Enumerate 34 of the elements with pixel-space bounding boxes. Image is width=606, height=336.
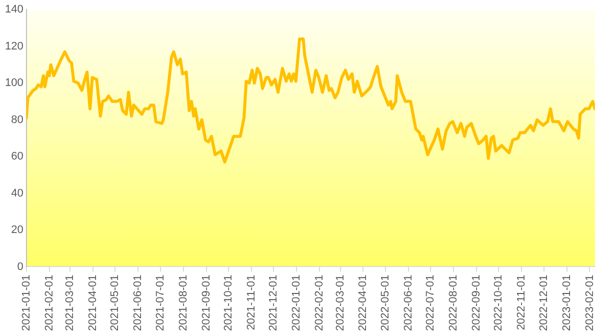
- x-tick-label: 2023-02-01: [584, 274, 596, 332]
- x-tick-label: 2022-07-01: [424, 274, 437, 332]
- x-tick-label: 2021-04-01: [87, 274, 100, 332]
- x-tick-label: 2022-10-01: [492, 274, 505, 332]
- y-tick-label: 60: [11, 150, 24, 163]
- x-tick-label: 2021-09-01: [200, 274, 212, 332]
- y-tick-label: 140: [4, 4, 24, 16]
- x-tick-label: 2021-02-01: [43, 274, 56, 332]
- x-tick-label: 2022-08-01: [448, 274, 460, 332]
- x-tick-label: 2021-11-01: [245, 274, 258, 330]
- x-tick-label: 2021-05-01: [109, 274, 122, 332]
- y-tick-label: 0: [17, 260, 24, 273]
- x-tick-label: 2022-06-01: [402, 274, 414, 332]
- x-tick-label: 2022-02-01: [314, 274, 326, 332]
- x-tick-label: 2022-09-01: [470, 274, 483, 332]
- y-tick-label: 100: [4, 77, 24, 90]
- x-tick-label: 2022-12-01: [538, 274, 550, 332]
- x-tick-label: 2022-04-01: [357, 274, 370, 332]
- x-tick-label: 2021-10-01: [222, 274, 234, 332]
- x-tick-label: 2021-07-01: [154, 274, 166, 332]
- x-tick-label: 2023-01-01: [560, 274, 573, 332]
- x-tick-label: 2021-08-01: [177, 274, 190, 332]
- x-tick-label: 2021-01-01: [20, 274, 32, 332]
- x-tick-label: 2021-03-01: [64, 274, 76, 332]
- x-tick-label: 2021-06-01: [132, 274, 144, 332]
- x-tick-label: 2022-03-01: [334, 274, 346, 332]
- y-tick-label: 40: [11, 187, 24, 200]
- x-tick-label: 2022-05-01: [379, 274, 392, 332]
- x-tick-label: 2021-12-01: [268, 274, 280, 332]
- x-tick-label: 2022-11-01: [516, 274, 528, 330]
- x-tick-label: 2022-01-01: [290, 274, 303, 332]
- y-tick-label: 120: [4, 40, 24, 52]
- y-tick-label: 20: [11, 224, 24, 236]
- y-tick-label: 80: [11, 114, 24, 126]
